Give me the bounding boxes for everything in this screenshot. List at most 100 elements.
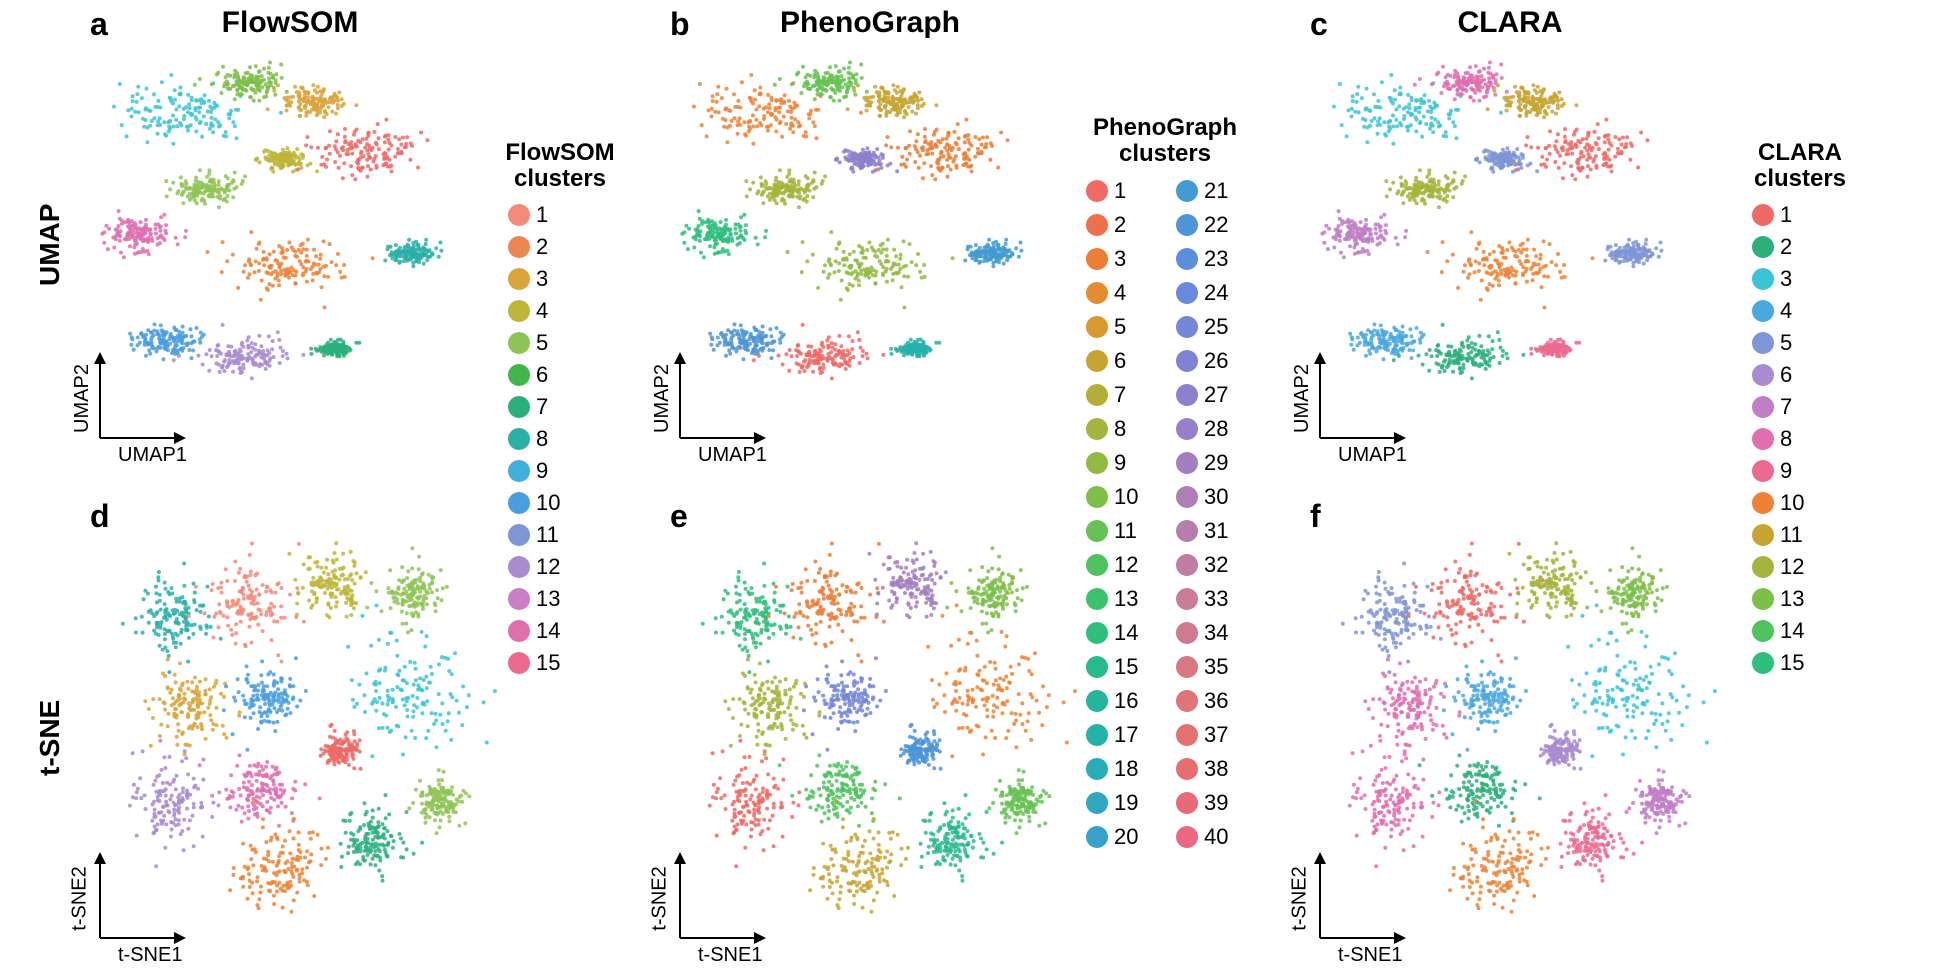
legend-label: 4 bbox=[536, 298, 548, 324]
legend-dot-icon bbox=[1176, 758, 1198, 780]
legend-label: 38 bbox=[1204, 756, 1228, 782]
legend-label: 36 bbox=[1204, 688, 1228, 714]
legend-dot-icon bbox=[1086, 180, 1108, 202]
legend-dot-icon bbox=[1086, 656, 1108, 678]
legend-label: 17 bbox=[1114, 722, 1138, 748]
scatter-cluster bbox=[287, 541, 367, 619]
legend-label: 6 bbox=[1114, 348, 1126, 374]
scatter-cluster bbox=[786, 230, 955, 309]
scatter-cluster bbox=[1348, 739, 1442, 869]
legend-label: 15 bbox=[536, 650, 560, 676]
legend-dot-icon bbox=[1176, 316, 1198, 338]
legend-item: 5 bbox=[1752, 330, 1792, 356]
legend-dot-icon bbox=[1086, 588, 1108, 610]
legend-label: 10 bbox=[1114, 484, 1138, 510]
legend-dot-icon bbox=[1176, 656, 1198, 678]
scatter-cluster bbox=[1566, 603, 1717, 758]
panel-letter-a: a bbox=[90, 6, 108, 43]
scatter-cluster bbox=[1507, 541, 1587, 619]
legend-item: 39 bbox=[1176, 790, 1228, 816]
legend-dot-icon bbox=[1086, 826, 1108, 848]
legend-item: 38 bbox=[1176, 756, 1228, 782]
scatter-cluster bbox=[309, 338, 361, 359]
legend-dot-icon bbox=[1176, 180, 1198, 202]
legend-item: 40 bbox=[1176, 824, 1228, 850]
scatter-cluster bbox=[164, 168, 247, 209]
legend-label: 1 bbox=[536, 202, 548, 228]
legend-dot-icon bbox=[1752, 364, 1774, 386]
legend-dot-icon bbox=[1752, 652, 1774, 674]
legend-dot-icon bbox=[1176, 826, 1198, 848]
legend-label: 11 bbox=[536, 522, 559, 548]
legend-item: 15 bbox=[508, 650, 560, 676]
legend-item: 16 bbox=[1086, 688, 1138, 714]
legend-label: 19 bbox=[1114, 790, 1138, 816]
legend-dot-icon bbox=[1752, 556, 1774, 578]
scatter-cluster bbox=[1418, 753, 1542, 827]
scatter-cluster bbox=[1474, 146, 1539, 173]
legend-item: 34 bbox=[1176, 620, 1228, 646]
legend-dot-icon bbox=[1752, 236, 1774, 258]
legend-dot-icon bbox=[1086, 554, 1108, 576]
legend-dot-icon bbox=[1176, 248, 1198, 270]
legend-label: 7 bbox=[536, 394, 548, 420]
axis-y-label: t-SNE2 bbox=[649, 866, 672, 930]
legend-clara: 123456789101112131415 bbox=[1752, 202, 1882, 682]
legend-dot-icon bbox=[1176, 622, 1198, 644]
scatter-cluster bbox=[198, 753, 322, 827]
legend-item: 3 bbox=[508, 266, 548, 292]
legend-title-clara: CLARA clusters bbox=[1735, 140, 1865, 193]
scatter-cluster bbox=[1363, 658, 1461, 757]
legend-dot-icon bbox=[1086, 724, 1108, 746]
scatter-cluster bbox=[1585, 546, 1669, 634]
legend-dot-icon bbox=[1086, 690, 1108, 712]
scatter-cluster bbox=[802, 656, 888, 752]
legend-item: 30 bbox=[1176, 484, 1228, 510]
legend-flowsom: 123456789101112131415 bbox=[508, 202, 638, 682]
legend-dot-icon bbox=[1752, 428, 1774, 450]
legend-label: 1 bbox=[1114, 178, 1126, 204]
legend-item: 7 bbox=[1086, 382, 1126, 408]
legend-dot-icon bbox=[508, 460, 530, 482]
legend-dot-icon bbox=[508, 268, 530, 290]
legend-label: 13 bbox=[536, 586, 560, 612]
legend-dot-icon bbox=[508, 492, 530, 514]
legend-item: 6 bbox=[508, 362, 548, 388]
legend-dot-icon bbox=[1086, 792, 1108, 814]
legend-dot-icon bbox=[508, 332, 530, 354]
title-clara: CLARA bbox=[1380, 6, 1640, 40]
legend-item: 7 bbox=[1752, 394, 1792, 420]
legend-label: 14 bbox=[1114, 620, 1138, 646]
legend-label: 12 bbox=[1780, 554, 1804, 580]
legend-dot-icon bbox=[508, 652, 530, 674]
panel-letter-b: b bbox=[670, 6, 690, 43]
legend-dot-icon bbox=[1176, 520, 1198, 542]
legend-dot-icon bbox=[1086, 282, 1108, 304]
legend-label: 1 bbox=[1780, 202, 1792, 228]
legend-label: 23 bbox=[1204, 246, 1228, 272]
legend-item: 11 bbox=[1752, 522, 1803, 548]
scatter-cluster bbox=[1442, 656, 1528, 752]
scatter-cluster bbox=[744, 168, 827, 209]
title-phenograph: PhenoGraph bbox=[740, 6, 1000, 40]
legend-dot-icon bbox=[1086, 214, 1108, 236]
legend-dot-icon bbox=[1086, 316, 1108, 338]
legend-item: 3 bbox=[1752, 266, 1792, 292]
legend-item: 1 bbox=[1752, 202, 1792, 228]
legend-label: 27 bbox=[1204, 382, 1228, 408]
scatter-cluster bbox=[143, 658, 241, 757]
scatter-cluster bbox=[708, 739, 802, 869]
legend-item: 8 bbox=[1086, 416, 1126, 442]
legend-dot-icon bbox=[508, 364, 530, 386]
axis-y-label: UMAP2 bbox=[1291, 364, 1314, 433]
legend-item: 1 bbox=[508, 202, 548, 228]
legend-label: 35 bbox=[1204, 654, 1228, 680]
legend-item: 8 bbox=[1752, 426, 1792, 452]
scatter-cluster bbox=[701, 562, 803, 675]
legend-label: 20 bbox=[1114, 824, 1138, 850]
legend-item: 2 bbox=[1086, 212, 1126, 238]
legend-label: 37 bbox=[1204, 722, 1228, 748]
legend-label: 34 bbox=[1204, 620, 1228, 646]
legend-dot-icon bbox=[508, 300, 530, 322]
legend-label: 5 bbox=[536, 330, 548, 356]
